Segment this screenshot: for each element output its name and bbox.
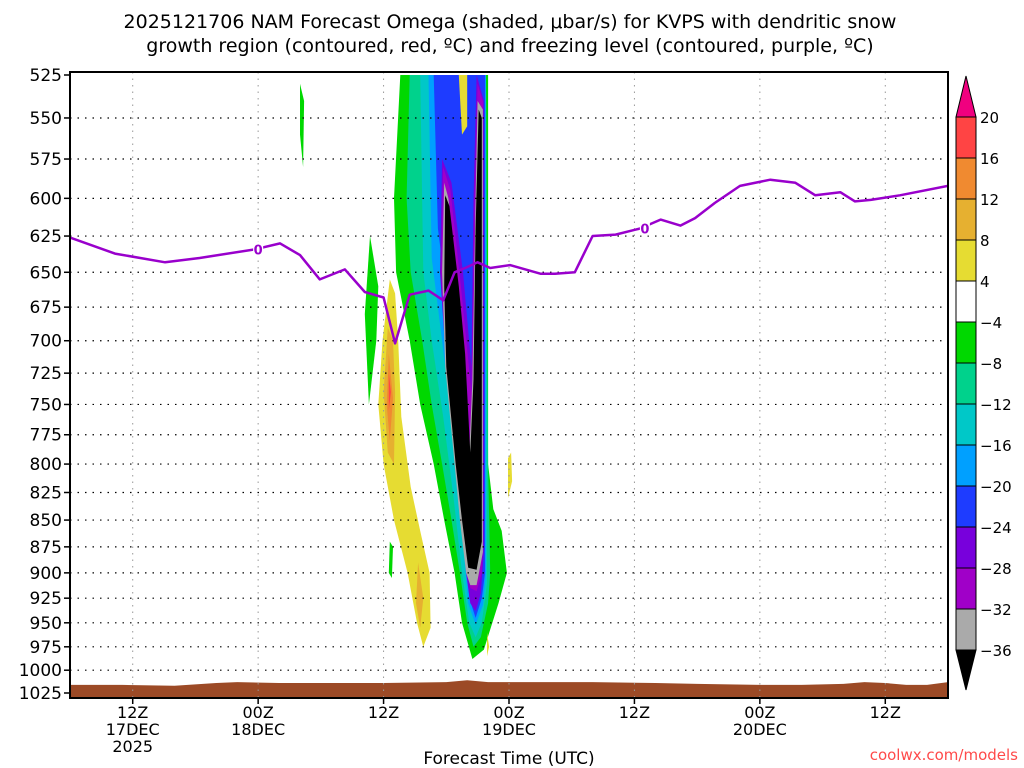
y-tick-label: 1025 — [19, 684, 62, 704]
colorbar: 20 16 12 8 4 −4 −8 −12 −16 −20 −24 −28 −32 −36 — [955, 75, 1012, 691]
colorbar-under-triangle — [955, 649, 977, 691]
chart-title: 2025121706 NAM Forecast Omega (shaded, μ… — [124, 11, 897, 57]
y-tick-label: 1000 — [19, 661, 62, 681]
y-tick-label: 725 — [30, 364, 62, 384]
y-tick-label: 675 — [30, 298, 62, 318]
colorbar-swatch — [955, 157, 977, 200]
y-axis: 525 550 575 600 625 650 675 700 725 750 775 800 825 8… — [19, 66, 70, 704]
terrain — [70, 680, 948, 698]
x-tick-label: 00Z — [744, 703, 775, 722]
colorbar-swatch — [955, 239, 977, 282]
colorbar-swatch — [955, 280, 977, 323]
colorbar-label: 8 — [980, 232, 990, 250]
colorbar-label: 20 — [980, 109, 999, 127]
omega-region — [300, 83, 305, 167]
y-tick-label: 700 — [30, 332, 62, 352]
omega-region — [444, 109, 482, 570]
colorbar-label: −8 — [980, 355, 1002, 373]
x-tick-label: 12Z — [870, 703, 901, 722]
colorbar-swatch — [955, 567, 977, 610]
omega-region — [416, 562, 424, 628]
colorbar-label: −4 — [980, 314, 1002, 332]
title-line-1: 2025121706 NAM Forecast Omega (shaded, μ… — [124, 11, 897, 33]
freezing-level-line — [70, 178, 948, 345]
x-tick-label: 20DEC — [733, 720, 787, 739]
colorbar-label: −24 — [980, 519, 1012, 537]
colorbar-over-triangle — [955, 75, 977, 118]
colorbar-label: −32 — [980, 601, 1012, 619]
colorbar-swatch — [955, 116, 977, 159]
x-tick-label: 12Z — [368, 703, 399, 722]
omega-region — [487, 632, 490, 657]
gridlines — [70, 72, 948, 698]
y-tick-label: 775 — [30, 426, 62, 446]
credit-text: coolwx.com/models — [870, 746, 1018, 764]
omega-shading — [300, 75, 513, 659]
colorbar-label: 4 — [980, 273, 990, 291]
colorbar-swatch — [955, 485, 977, 528]
x-tick-label: 00Z — [493, 703, 524, 722]
colorbar-swatch — [955, 526, 977, 569]
x-tick-label: 12Z — [619, 703, 650, 722]
y-tick-label: 800 — [30, 455, 62, 475]
y-tick-label: 950 — [30, 614, 62, 634]
colorbar-swatch — [955, 362, 977, 405]
y-tick-label: 550 — [30, 109, 62, 129]
x-tick-label: 00Z — [242, 703, 273, 722]
x-tick-label: 18DEC — [231, 720, 285, 739]
colorbar-label: −12 — [980, 396, 1012, 414]
contour-label: 0 — [640, 223, 649, 238]
contour-label: 0 — [254, 243, 263, 258]
colorbar-swatch — [955, 444, 977, 487]
y-tick-label: 600 — [30, 189, 62, 209]
freezing-level: 00 — [70, 178, 948, 345]
y-tick-label: 750 — [30, 395, 62, 415]
y-tick-label: 875 — [30, 538, 62, 558]
omega-region — [388, 373, 391, 411]
colorbar-label: −20 — [980, 478, 1012, 496]
colorbar-swatch — [955, 198, 977, 241]
title-line-2: growth region (contoured, red, ºC) and f… — [146, 35, 873, 57]
colorbar-swatch — [955, 321, 977, 364]
colorbar-swatch — [955, 403, 977, 446]
omega-region — [458, 75, 468, 135]
y-tick-label: 900 — [30, 564, 62, 584]
y-tick-label: 525 — [30, 66, 62, 86]
y-tick-label: 850 — [30, 511, 62, 531]
contour-label-bg — [639, 220, 650, 236]
terrain-surface — [70, 680, 948, 698]
omega-region — [364, 236, 379, 405]
colorbar-label: 12 — [980, 191, 999, 209]
colorbar-label: −16 — [980, 437, 1012, 455]
colorbar-label: −28 — [980, 560, 1012, 578]
y-tick-label: 925 — [30, 589, 62, 609]
omega-region — [508, 452, 513, 499]
x-tick-label: 2025 — [112, 737, 153, 756]
colorbar-label: −36 — [980, 642, 1012, 660]
x-axis-label: Forecast Time (UTC) — [423, 749, 594, 768]
omega-region — [388, 541, 393, 578]
x-tick-label: 12Z — [117, 703, 148, 722]
x-tick-label: 17DEC — [106, 720, 160, 739]
colorbar-label: 16 — [980, 150, 999, 168]
y-tick-label: 975 — [30, 638, 62, 658]
contour-label-bg — [253, 241, 264, 257]
y-tick-label: 625 — [30, 227, 62, 247]
y-tick-label: 825 — [30, 483, 62, 503]
y-tick-label: 575 — [30, 150, 62, 170]
x-tick-label: 19DEC — [482, 720, 536, 739]
y-tick-label: 650 — [30, 263, 62, 283]
colorbar-swatch — [955, 608, 977, 651]
